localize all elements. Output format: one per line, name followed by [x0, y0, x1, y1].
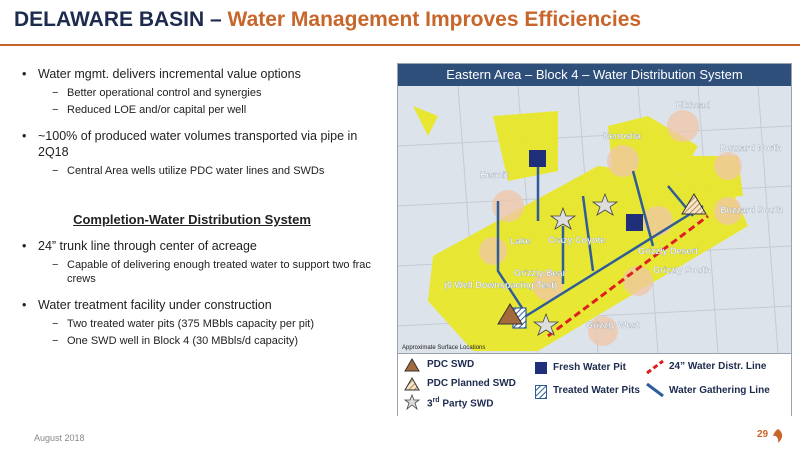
approximate-locations-note: Approximate Surface Locations: [402, 345, 485, 351]
bullet-treatment-facility: Water treatment facility under construct…: [22, 297, 382, 313]
pdc-swd-legend-icon: [404, 358, 420, 372]
treated-water-legend-icon: [535, 385, 547, 399]
third-party-swd-star: [532, 312, 560, 336]
section-heading: Completion-Water Distribution System: [73, 212, 311, 227]
label-grizzly-west: Grizzly West: [586, 320, 639, 330]
bullet-trunk-line: 24” trunk line through center of acreage: [22, 238, 382, 254]
gathering-line-legend-icon: [646, 382, 664, 398]
title-main: DELAWARE BASIN –: [14, 8, 228, 31]
label-elkhead: Elkhead: [676, 100, 711, 110]
sub-bullet: Capable of delivering enough treated wat…: [22, 258, 382, 286]
map-title: Eastern Area – Block 4 – Water Distribut…: [398, 64, 791, 86]
fresh-water-pit: [626, 214, 643, 231]
label-kenosha: Kenosha: [603, 131, 642, 141]
sub-bullet: Reduced LOE and/or capital per well: [22, 103, 382, 117]
label-well-downspacing: (6 Well Downspacing Test): [444, 280, 557, 290]
title-rule: [0, 44, 800, 46]
distr-line-legend-icon: [646, 359, 664, 375]
pdc-planned-swd-legend-icon: [404, 377, 420, 391]
legend-third-party-swd: 3rd Party SWD: [427, 397, 494, 410]
label-buzzard-north: Buzzard North: [720, 143, 782, 153]
label-center-a: Crazy Coyote: [548, 235, 606, 245]
map-legend: PDC SWD PDC Planned SWD 3rd Party SWD Fr…: [398, 353, 791, 416]
legend-gathering-line: Water Gathering Line: [669, 385, 770, 396]
company-logo-icon: [773, 429, 783, 443]
legend-pdc-planned-swd: PDC Planned SWD: [427, 378, 516, 389]
third-party-swd-star: [549, 206, 577, 230]
fresh-water-legend-icon: [535, 362, 547, 374]
pdc-swd-marker: [497, 303, 523, 325]
label-center-b: Grizzly Desert: [638, 246, 698, 256]
legend-fresh-water-pit: Fresh Water Pit: [553, 362, 626, 373]
water-distribution-map: Elkhead Kenosha Buzzard North Hermit Buz…: [398, 86, 791, 353]
page-number: 29: [757, 429, 769, 440]
map-panel: Eastern Area – Block 4 – Water Distribut…: [397, 63, 792, 416]
title-accent: Water Management Improves Efficiencies: [227, 8, 642, 31]
well-pad-circles: [479, 110, 742, 346]
bullet-water-mgmt: Water mgmt. delivers incremental value o…: [22, 66, 382, 82]
sub-bullet: Two treated water pits (375 MBbls capaci…: [22, 317, 382, 331]
legend-distr-line: 24” Water Distr. Line: [669, 361, 767, 372]
legend-pdc-swd: PDC SWD: [427, 359, 475, 370]
trunk-distribution-line: [547, 214, 709, 338]
water-gathering-lines: [496, 156, 704, 318]
sub-bullet: One SWD well in Block 4 (30 MBbls/d capa…: [22, 334, 382, 348]
third-party-swd-star: [591, 192, 619, 216]
fresh-water-pit: [529, 150, 546, 167]
star-legend-icon: [404, 394, 420, 410]
footer-date: August 2018: [34, 433, 85, 443]
left-panel: Water mgmt. delivers incremental value o…: [22, 66, 382, 351]
label-grizzly-bear: Grizzly Bear: [514, 268, 567, 278]
sub-bullet: Better operational control and synergies: [22, 86, 382, 100]
label-grizzly-south: Grizzly South: [653, 265, 711, 275]
sub-bullet: Central Area wells utilize PDC water lin…: [22, 164, 382, 178]
label-buzzard-south: Buzzard South: [720, 205, 783, 215]
label-lake: Lake: [510, 236, 531, 246]
label-hermit: Hermit: [480, 170, 509, 180]
bullet-produced-water: ~100% of produced water volumes transpor…: [22, 128, 382, 160]
page-title: DELAWARE BASIN – Water Management Improv…: [14, 8, 641, 32]
pdc-planned-swd-marker: [681, 193, 707, 215]
legend-treated-water-pits: Treated Water Pits: [553, 385, 640, 396]
